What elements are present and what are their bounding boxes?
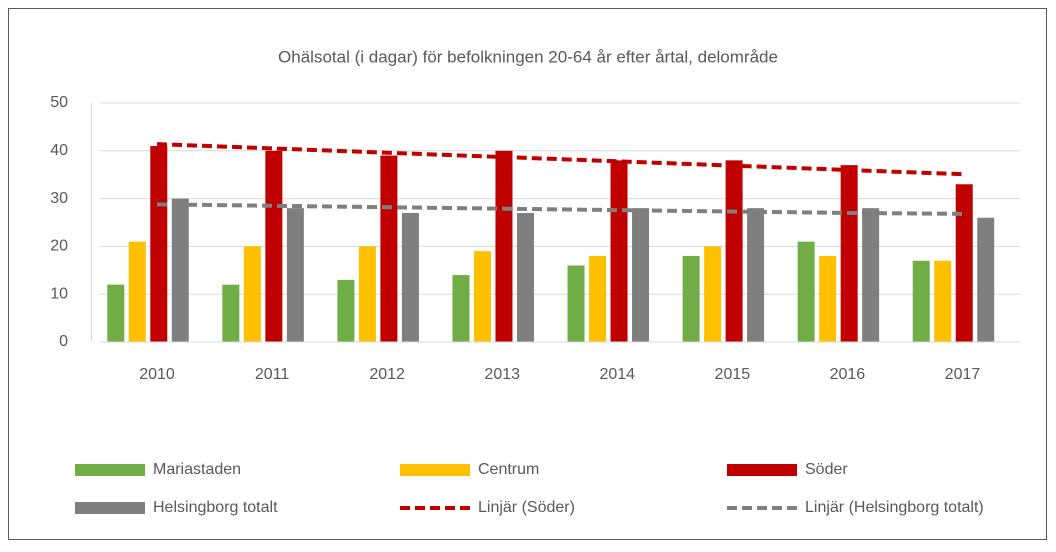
chart-title: Ohälsotal (i dagar) för befolkningen 20-… [278, 47, 778, 66]
legend-label: Söder [805, 461, 848, 478]
bar [682, 255, 700, 342]
bar [632, 208, 650, 342]
bar [934, 260, 952, 342]
bar [107, 284, 125, 342]
x-tick-label: 2016 [830, 366, 866, 383]
y-tick-label: 40 [50, 142, 68, 159]
bar [704, 246, 722, 342]
bar [473, 251, 491, 342]
bar [912, 260, 930, 342]
legend-swatch [400, 464, 470, 476]
y-tick-label: 10 [50, 285, 68, 302]
bar [495, 150, 513, 342]
x-tick-label: 2013 [484, 366, 520, 383]
y-tick-label: 50 [50, 94, 68, 111]
y-tick-label: 30 [50, 190, 68, 207]
bar [567, 265, 585, 342]
bar [589, 255, 607, 342]
bar [337, 279, 355, 342]
bar [265, 150, 283, 342]
bar [222, 284, 240, 342]
legend-swatch [75, 464, 145, 476]
y-tick-label: 0 [59, 333, 68, 350]
bar [840, 165, 858, 342]
bar [380, 155, 398, 342]
bar [977, 217, 995, 342]
bar [171, 198, 189, 342]
bar [150, 146, 168, 342]
bar [955, 184, 973, 342]
legend-label: Helsingborg totalt [153, 499, 278, 516]
bar [516, 212, 534, 342]
x-tick-label: 2011 [255, 366, 290, 383]
x-tick-label: 2017 [945, 366, 981, 383]
bar [286, 208, 304, 342]
legend-label: Centrum [478, 461, 539, 478]
bar [243, 246, 261, 342]
bar [452, 275, 470, 342]
bar [797, 241, 815, 342]
x-tick-label: 2012 [369, 366, 405, 383]
bar [725, 160, 743, 342]
x-tick-label: 2010 [139, 366, 175, 383]
bar [747, 208, 765, 342]
legend-label: Linjär (Söder) [478, 499, 575, 516]
legend-label: Linjär (Helsingborg totalt) [805, 499, 984, 516]
legend-swatch [727, 464, 797, 476]
bar [862, 208, 880, 342]
bar [128, 241, 146, 342]
bar [610, 160, 628, 342]
bar [819, 255, 837, 342]
y-tick-label: 20 [50, 238, 68, 255]
legend-label: Mariastaden [153, 461, 241, 478]
x-tick-label: 2014 [599, 366, 635, 383]
x-tick-label: 2015 [715, 366, 751, 383]
bar [401, 212, 419, 342]
bar [358, 246, 376, 342]
legend-swatch [75, 502, 145, 514]
